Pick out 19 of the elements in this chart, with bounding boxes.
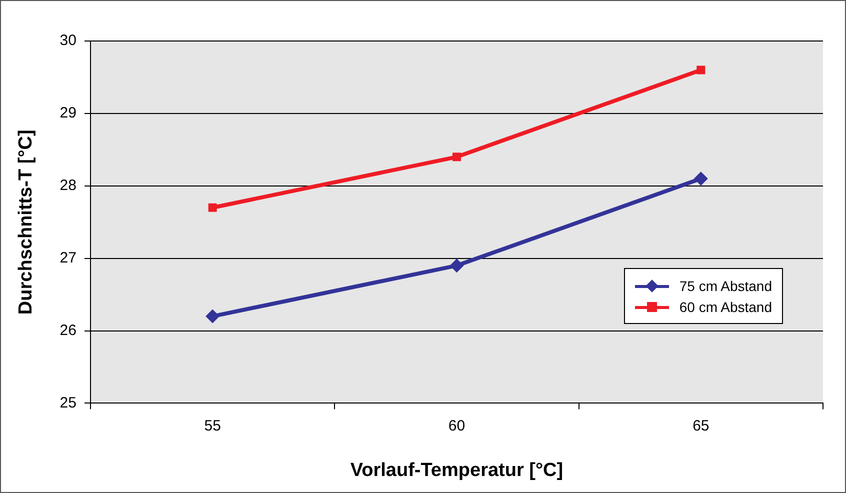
legend-label: 75 cm Abstand [679, 278, 772, 294]
y-tick-label: 25 [60, 394, 76, 412]
point [208, 203, 217, 212]
point [694, 172, 708, 186]
point [452, 152, 461, 162]
x-tick-label: 55 [204, 417, 221, 434]
y-axis-title: Durchschnitts-T [°C] [16, 130, 37, 315]
point [206, 309, 220, 324]
y-tick-label: 29 [60, 104, 76, 122]
point [450, 258, 464, 273]
legend-label: 60 cm Abstand [679, 298, 772, 314]
y-tick-label: 26 [60, 322, 76, 339]
x-tick-label: 60 [448, 417, 466, 434]
x-tick-label: 65 [692, 417, 710, 434]
point [696, 66, 706, 74]
y-tick-label: 30 [60, 32, 76, 50]
y-tick-label: 27 [60, 249, 76, 266]
y-tick-label: 28 [60, 177, 76, 194]
x-axis-title: Vorlauf-Temperatur [°C] [350, 460, 564, 481]
